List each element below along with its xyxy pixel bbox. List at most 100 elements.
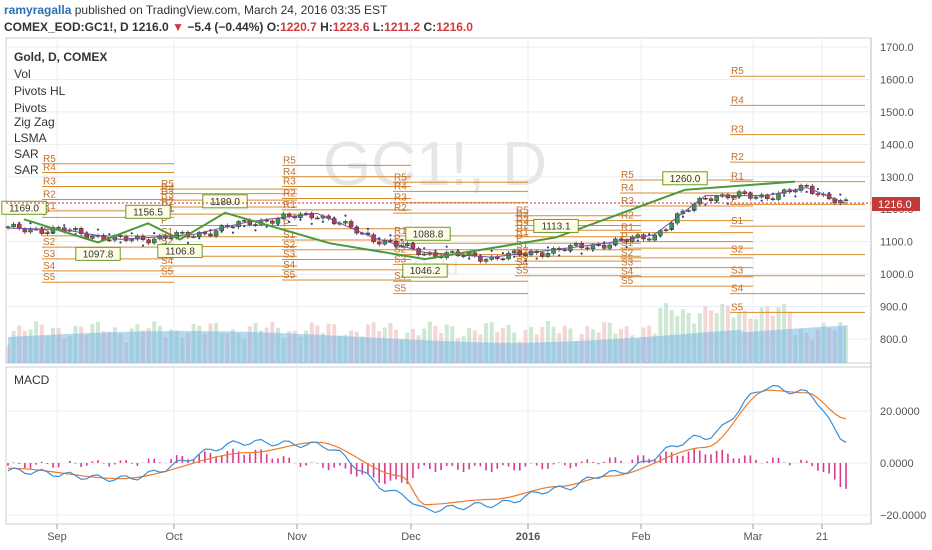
sar-dot bbox=[186, 241, 190, 244]
sar-dot bbox=[423, 247, 426, 250]
sar-dot bbox=[40, 226, 43, 229]
zigzag-price-box bbox=[662, 171, 708, 186]
price-tick-label: 1300.0 bbox=[880, 172, 914, 184]
time-tick-label: Mar bbox=[744, 531, 763, 543]
macd-indicator bbox=[7, 384, 847, 514]
candle-body bbox=[286, 213, 292, 217]
candle-body bbox=[753, 196, 759, 199]
pivot-label: S4 bbox=[621, 267, 634, 278]
candle-body bbox=[551, 248, 556, 254]
sar-dot bbox=[659, 235, 662, 238]
zigzag-price-box bbox=[125, 204, 171, 219]
candle-body bbox=[405, 243, 410, 246]
sar-dot bbox=[411, 241, 415, 244]
high-value: 1223.6 bbox=[332, 20, 370, 34]
candle-body bbox=[736, 191, 742, 197]
price-tick-label: 800.0 bbox=[880, 334, 908, 346]
sar-dot bbox=[51, 232, 55, 235]
low-label: L: bbox=[372, 20, 385, 34]
pivot-label: S4 bbox=[161, 256, 174, 267]
sar-dot bbox=[276, 223, 280, 226]
pivot-label: S5 bbox=[161, 266, 174, 277]
legend-pivots-hl[interactable]: Pivots HL bbox=[14, 84, 66, 98]
pivot-label: R5 bbox=[43, 154, 56, 165]
candle-body bbox=[725, 194, 731, 199]
sar-dot bbox=[603, 241, 606, 244]
pivot-label: R3 bbox=[731, 125, 744, 136]
pivot-label: R2 bbox=[161, 197, 174, 208]
volume-ma-area bbox=[8, 325, 846, 363]
candle-body bbox=[517, 250, 523, 256]
zigzag-price-label: 1097.8 bbox=[83, 249, 114, 260]
sar-dot bbox=[749, 191, 752, 194]
last-price: 1216.0 bbox=[132, 20, 169, 34]
sar-dot bbox=[108, 233, 111, 236]
pivot-label: R2 bbox=[43, 189, 56, 200]
pivot-label: P bbox=[283, 219, 290, 230]
pivot-label: S1 bbox=[283, 230, 296, 241]
pivot-label: R3 bbox=[283, 177, 296, 188]
legend-vol[interactable]: Vol bbox=[14, 67, 31, 81]
pivot-label: S2 bbox=[283, 240, 296, 251]
pivot-label: S3 bbox=[621, 258, 634, 269]
zigzag-price-label: 1113.1 bbox=[541, 221, 571, 232]
pivot-label: S4 bbox=[283, 260, 296, 271]
legend-lsma[interactable]: LSMA bbox=[14, 131, 47, 145]
sar-dot bbox=[681, 215, 684, 218]
pivot-label: R2 bbox=[516, 220, 529, 231]
legend-pivots[interactable]: Pivots bbox=[14, 101, 47, 115]
pivot-label: R2 bbox=[731, 152, 744, 163]
sar-dot bbox=[389, 234, 392, 237]
candle-body bbox=[714, 196, 719, 202]
candle-body bbox=[5, 226, 11, 229]
sar-dot bbox=[355, 226, 358, 229]
candle-body bbox=[22, 228, 28, 233]
candle-body bbox=[382, 240, 388, 245]
pivot-label: S3 bbox=[43, 249, 56, 260]
pivot-label: R5 bbox=[621, 170, 634, 181]
pivot-label: R5 bbox=[516, 206, 529, 217]
pivot-label: S1 bbox=[621, 238, 634, 249]
pivot-label: P bbox=[621, 232, 628, 243]
candle-body bbox=[742, 191, 748, 194]
pivot-label: R4 bbox=[731, 95, 744, 106]
price-tick-label: 1600.0 bbox=[880, 74, 914, 86]
candle-body bbox=[585, 247, 590, 250]
pivot-label: R4 bbox=[161, 184, 174, 195]
zigzag-price-label: 1260.0 bbox=[670, 174, 701, 185]
pivot-label: S2 bbox=[161, 237, 174, 248]
symbol-label: COMEX_EOD:GC1!, D bbox=[4, 20, 129, 34]
candle-body bbox=[607, 244, 613, 249]
candle-body bbox=[618, 238, 624, 241]
legend-sar-1[interactable]: SAR bbox=[14, 147, 39, 161]
sar-dot bbox=[558, 254, 561, 257]
macd-tick-label: −20.0000 bbox=[880, 510, 926, 522]
price-tick-label: 1100.0 bbox=[880, 237, 913, 249]
zigzag-price-box bbox=[202, 194, 248, 209]
pivot-label: R2 bbox=[394, 203, 407, 214]
pivot-label: S5 bbox=[621, 276, 634, 287]
pivot-label: S1 bbox=[516, 240, 529, 251]
volume-bars bbox=[6, 303, 848, 363]
pivot-label: S2 bbox=[394, 245, 407, 256]
sar-dot bbox=[321, 220, 325, 223]
down-arrow-icon: ▼ bbox=[172, 20, 184, 34]
macd-tick-label: 20.0000 bbox=[880, 406, 920, 418]
volume-bar bbox=[658, 307, 663, 363]
candle-body bbox=[315, 217, 320, 220]
sar-dot bbox=[220, 230, 223, 233]
legend-zigzag[interactable]: Zig Zag bbox=[14, 115, 55, 129]
author-link[interactable]: ramyragalla bbox=[4, 3, 72, 17]
legend-sar-2[interactable]: SAR bbox=[14, 163, 39, 177]
pivot-label: R4 bbox=[621, 183, 634, 194]
macd-label[interactable]: MACD bbox=[14, 373, 50, 387]
sar-dot bbox=[456, 248, 460, 252]
candle-body bbox=[545, 253, 551, 257]
last-price-badge-label: 1216.0 bbox=[878, 199, 912, 211]
sar-dot bbox=[378, 237, 381, 240]
low-value: 1211.2 bbox=[384, 20, 421, 34]
sar-dot bbox=[130, 232, 133, 235]
sar-dot bbox=[839, 193, 842, 196]
pivot-label: S5 bbox=[394, 284, 407, 295]
